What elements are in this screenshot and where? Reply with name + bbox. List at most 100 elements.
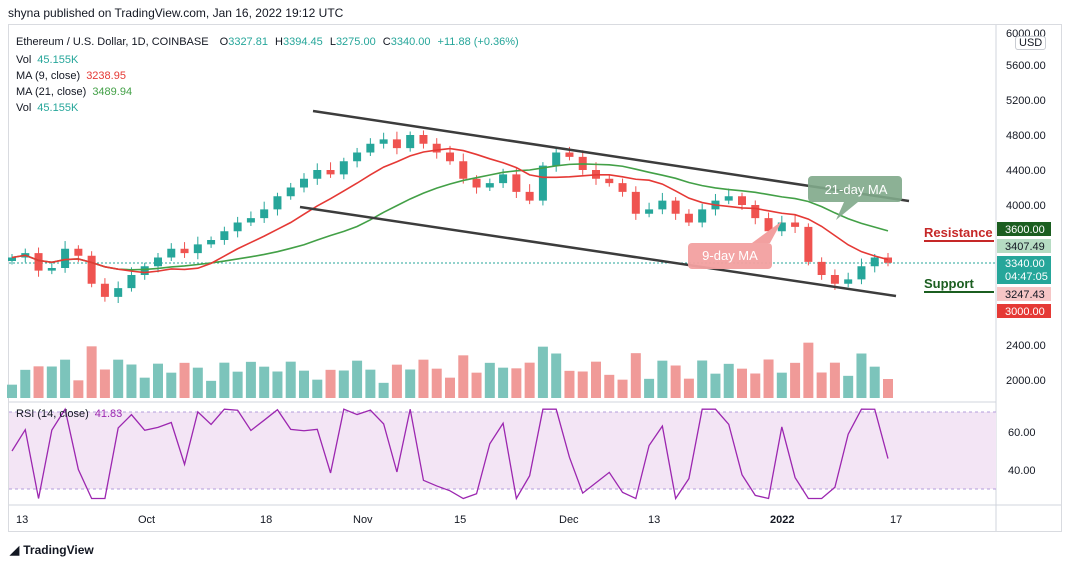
candle-body <box>459 161 468 179</box>
candlesticks <box>8 130 892 303</box>
volume-bar <box>458 355 469 398</box>
volume-bar <box>245 361 256 398</box>
candle-body <box>233 222 242 232</box>
volume-bar <box>20 369 31 398</box>
volume-bar <box>418 359 429 398</box>
candle-body <box>353 152 362 162</box>
svg-text:Oct: Oct <box>138 514 155 526</box>
ma9-line <box>11 147 889 274</box>
candle-body <box>8 257 16 261</box>
ma21-legend[interactable]: MA (21, close) 3489.94 <box>16 86 133 98</box>
volume-bar <box>431 368 442 398</box>
volume-bar <box>843 375 854 398</box>
candle-body <box>167 248 176 258</box>
vol-legend-1[interactable]: Vol 45.155K <box>16 54 79 66</box>
volume-bar <box>737 368 747 398</box>
candle-body <box>326 170 335 175</box>
volume-bar <box>99 369 110 398</box>
ohlc-close: C3340.00 <box>382 36 431 48</box>
svg-text:4000.00: 4000.00 <box>1006 200 1046 212</box>
volume-bar <box>644 378 655 398</box>
support-label: Support <box>924 276 974 291</box>
candle-body <box>446 152 454 162</box>
candle-body <box>300 178 308 188</box>
volume-bar <box>179 362 190 398</box>
svg-text:4800.00: 4800.00 <box>1006 130 1046 142</box>
candle-body <box>552 152 561 166</box>
candle-body <box>671 200 680 214</box>
volume-bar <box>378 382 389 398</box>
svg-text:Dec: Dec <box>559 514 579 526</box>
svg-text:Nov: Nov <box>353 514 373 526</box>
volume-bar <box>776 372 787 398</box>
volume-bar <box>710 373 721 398</box>
candle-body <box>791 222 800 227</box>
volume-bar <box>352 360 363 398</box>
volume-bar <box>206 380 217 398</box>
volume-bar <box>272 371 283 398</box>
rsi-legend[interactable]: RSI (14, close) 41.83 <box>16 408 123 420</box>
volume-bar <box>325 369 336 398</box>
candle-body <box>419 135 428 144</box>
svg-text:04:47:05: 04:47:05 <box>1005 271 1048 283</box>
candle-body <box>273 196 282 210</box>
candle-body <box>565 152 574 157</box>
svg-text:17: 17 <box>890 514 902 526</box>
volume-bar <box>219 362 230 398</box>
tradingview-footer[interactable]: ◢ TradingView <box>10 543 94 557</box>
volume-bar <box>869 366 880 398</box>
ma9-legend[interactable]: MA (9, close) 3238.95 <box>16 70 126 82</box>
candle-body <box>34 253 43 271</box>
svg-text:3600.00: 3600.00 <box>1005 224 1045 236</box>
volume-bar <box>312 379 323 398</box>
vol-legend-2[interactable]: Vol 45.155K <box>16 102 79 114</box>
candle-body <box>140 266 149 275</box>
volume-bar <box>856 353 867 398</box>
volume-bar <box>365 369 376 398</box>
svg-text:2022: 2022 <box>770 514 794 526</box>
symbol-header: Ethereum / U.S. Dollar, 1D, COINBASE O33… <box>16 36 519 48</box>
volume-bar <box>153 363 163 398</box>
candle-body <box>844 279 853 284</box>
candle-body <box>392 139 401 149</box>
volume-bar <box>537 346 548 398</box>
candle-body <box>246 218 255 223</box>
ma9-callout: 9-day MA <box>688 221 782 269</box>
volume-bar <box>670 365 681 398</box>
candle-body <box>432 143 441 153</box>
candle-body <box>472 178 481 188</box>
candle-body <box>512 174 521 192</box>
volume-bar <box>551 353 562 398</box>
svg-text:40.00: 40.00 <box>1008 465 1036 477</box>
currency-button[interactable]: USD <box>1015 36 1047 50</box>
candle-body <box>339 161 348 175</box>
volume-bar <box>697 360 708 398</box>
volume-bar <box>232 371 243 398</box>
volume-bar <box>524 362 535 398</box>
volume-bar <box>564 370 575 398</box>
volume-bar <box>683 378 694 398</box>
volume-bar <box>816 372 827 398</box>
svg-text:18: 18 <box>260 514 272 526</box>
volume-bar <box>33 366 44 398</box>
candle-body <box>658 200 667 210</box>
volume-bar <box>405 369 416 398</box>
candle-body <box>538 165 547 201</box>
volume-bar <box>604 374 615 398</box>
volume-bar <box>750 373 761 398</box>
volume-bar <box>511 368 522 398</box>
volume-bar <box>617 379 628 398</box>
svg-text:3247.43: 3247.43 <box>1005 289 1045 301</box>
candle-body <box>127 275 136 289</box>
volume-bar <box>7 384 17 398</box>
volume-bar <box>338 370 349 398</box>
candle-body <box>286 187 295 197</box>
candle-body <box>777 222 786 232</box>
candle-body <box>631 191 640 214</box>
candle-body <box>61 248 70 268</box>
svg-text:60.00: 60.00 <box>1008 427 1036 439</box>
ohlc-open: O3327.81 <box>219 36 268 48</box>
volume-bar <box>73 380 84 398</box>
volume-bar <box>883 379 893 398</box>
